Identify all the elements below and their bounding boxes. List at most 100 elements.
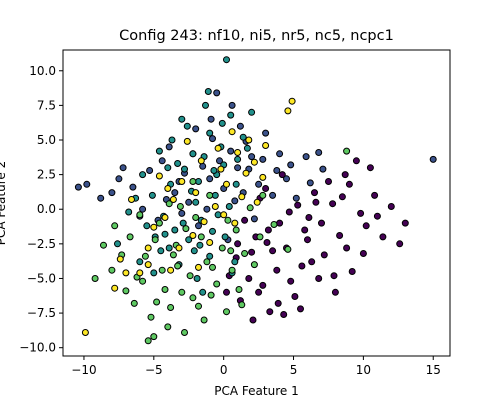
scatter-point: [304, 236, 311, 244]
scatter-point: [164, 164, 172, 172]
scatter-point: [143, 222, 151, 230]
scatter-point: [236, 122, 244, 130]
scatter-point: [202, 101, 209, 109]
scatter-point: [179, 219, 187, 227]
scatter-point: [192, 198, 200, 206]
y-tick-label: −5.0: [27, 271, 56, 285]
scatter-point: [225, 203, 233, 210]
scatter-point: [185, 236, 193, 244]
scatter-point: [119, 164, 127, 172]
scatter-point: [329, 200, 337, 208]
scatter-point: [291, 293, 299, 300]
scatter-point: [216, 157, 223, 165]
scatter-point: [246, 204, 254, 212]
scatter-point: [273, 266, 281, 274]
scatter-point: [144, 244, 152, 252]
scatter-point: [155, 219, 163, 227]
scatter-point: [214, 144, 222, 152]
scatter-point: [280, 311, 288, 318]
scatter-point: [269, 191, 277, 199]
scatter-point: [136, 258, 144, 266]
scatter-point: [193, 275, 201, 282]
scatter-point: [269, 247, 277, 255]
scatter-point: [249, 316, 257, 324]
scatter-point: [144, 337, 152, 345]
scatter-point: [287, 161, 295, 169]
scatter-point: [195, 263, 202, 271]
scatter-point: [311, 189, 318, 197]
scatter-point: [181, 329, 188, 336]
scatter-point: [97, 194, 105, 202]
scatter-point: [211, 203, 219, 210]
scatter-point: [228, 128, 236, 136]
scatter-point: [274, 299, 282, 307]
scatter-point: [161, 286, 169, 293]
scatter-point: [139, 171, 147, 179]
scatter-point: [200, 316, 208, 324]
x-tick-label: −5: [145, 363, 163, 377]
scatter-point: [241, 216, 249, 224]
scatter-point: [186, 272, 194, 280]
scatter-point: [175, 244, 183, 252]
scatter-point: [319, 165, 327, 173]
scatter-point: [238, 193, 246, 201]
scatter-point: [189, 178, 197, 185]
scatter-point: [83, 180, 91, 188]
scatter-point: [231, 197, 239, 205]
scatter-point: [168, 136, 176, 144]
scatter-point: [297, 305, 304, 313]
scatter-point: [264, 226, 272, 234]
y-tick-label: 7.5: [37, 98, 56, 112]
scatter-point: [227, 247, 235, 255]
scatter-point: [259, 281, 267, 289]
scatter-point: [91, 275, 99, 282]
scatter-point: [128, 196, 135, 203]
scatter-point: [221, 233, 229, 241]
scatter-point: [74, 183, 82, 191]
scatter-point: [174, 160, 182, 167]
scatter-point: [195, 222, 202, 230]
scatter-point: [190, 247, 198, 255]
scatter-point: [185, 198, 193, 206]
scatter-point: [288, 97, 296, 105]
scatter-point: [255, 180, 263, 188]
scatter-point: [136, 211, 144, 219]
x-tick-label: 5: [290, 363, 298, 377]
scatter-point: [287, 277, 295, 285]
scatter-point: [165, 244, 173, 252]
scatter-point: [130, 299, 138, 307]
scatter-point: [250, 261, 258, 269]
scatter-point: [192, 125, 200, 133]
scatter-point: [207, 115, 215, 123]
y-tick-label: 0.0: [37, 202, 56, 216]
scatter-point: [165, 200, 173, 208]
scatter-point: [302, 153, 310, 161]
scatter-point: [126, 233, 134, 241]
scatter-point: [176, 203, 184, 210]
scatter-point: [228, 266, 236, 274]
scatter-point: [224, 216, 232, 224]
scatter-point: [157, 247, 165, 255]
scatter-point: [174, 262, 182, 270]
scatter-point: [401, 219, 409, 227]
y-tick-label: −10.0: [19, 341, 56, 355]
scatter-point: [305, 214, 313, 221]
scatter-point: [203, 258, 211, 266]
scatter-point: [213, 280, 221, 288]
scatter-point: [100, 241, 107, 249]
scatter-point: [320, 251, 328, 259]
scatter-point: [223, 180, 230, 188]
scatter-point: [348, 268, 356, 275]
scatter-point: [164, 323, 172, 331]
scatter-point: [259, 173, 267, 181]
scatter-point: [248, 248, 256, 256]
scatter-point: [330, 272, 338, 280]
scatter-point: [144, 261, 152, 269]
scatter-point: [263, 239, 271, 246]
scatter-point: [242, 169, 250, 177]
scatter-point: [164, 185, 172, 192]
scatter-point: [153, 298, 161, 306]
scatter-point: [284, 245, 292, 253]
scatter-point: [366, 164, 374, 172]
scatter-point: [270, 221, 278, 228]
